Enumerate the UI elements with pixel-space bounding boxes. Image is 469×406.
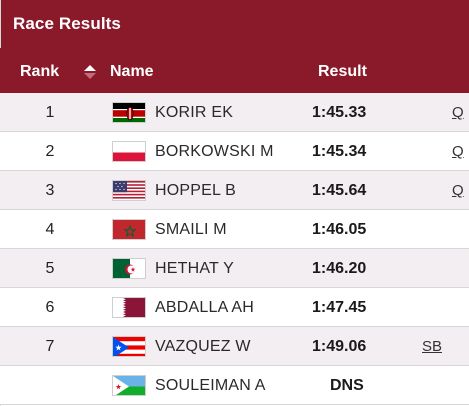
column-header-rank[interactable]: Rank (20, 63, 60, 80)
title-bar: Race Results (0, 0, 469, 48)
results-table-body: 1 KORIR EK 1:45.33 Q 2 (0, 93, 469, 405)
flag-kenya-icon (112, 102, 146, 123)
result-status: DNS (330, 377, 364, 394)
table-row[interactable]: 5 HETHAT Y 1:46.20 (0, 249, 469, 288)
rank-cell: 3 (45, 182, 55, 199)
rank-cell: 7 (45, 338, 55, 355)
flag-puerto-rico-icon (112, 336, 146, 357)
result-time: 1:45.64 (312, 182, 367, 199)
athlete-name: BORKOWSKI M (155, 143, 274, 160)
flag-usa-icon (112, 180, 146, 201)
qualification-link[interactable]: Q (452, 182, 464, 199)
result-time: 1:46.20 (312, 260, 367, 277)
rank-cell: 6 (45, 299, 55, 316)
table-row[interactable]: 2 BORKOWSKI M 1:45.34 Q (0, 132, 469, 171)
athlete-name: SOULEIMAN A (155, 377, 266, 394)
athlete-name: HETHAT Y (155, 260, 234, 277)
flag-poland-icon (112, 141, 146, 162)
flag-morocco-icon (112, 219, 146, 240)
table-row[interactable]: SOULEIMAN A DNS (0, 366, 469, 405)
table-row[interactable]: 6 ABDALLA AH 1:47.45 (0, 288, 469, 327)
result-time: 1:45.34 (312, 143, 367, 160)
table-row[interactable]: 4 SMAILI M 1:46.05 (0, 210, 469, 249)
flag-djibouti-icon (112, 375, 146, 396)
flag-qatar-icon (112, 297, 146, 318)
result-time: 1:45.33 (312, 104, 367, 121)
table-row[interactable]: 7 VAZQUEZ W 1:49.06 SB (0, 327, 469, 366)
season-best-link[interactable]: SB (422, 338, 443, 355)
table-header: Rank Name Result (0, 48, 469, 93)
rank-cell: 5 (45, 260, 55, 277)
athlete-name: KORIR EK (155, 104, 234, 121)
sort-ascending-icon[interactable] (84, 65, 96, 79)
flag-algeria-icon (112, 258, 146, 279)
athlete-name: ABDALLA AH (155, 299, 254, 316)
result-time: 1:46.05 (312, 221, 367, 238)
rank-cell: 2 (45, 143, 55, 160)
rank-cell: 1 (45, 104, 55, 121)
athlete-name: SMAILI M (155, 221, 227, 238)
qualification-link[interactable]: Q (452, 143, 464, 160)
athlete-name: HOPPEL B (155, 182, 237, 199)
qualification-link[interactable]: Q (452, 104, 464, 121)
rank-cell: 4 (45, 221, 55, 238)
table-row[interactable]: 3 HOPPEL B 1:45.64 (0, 171, 469, 210)
column-header-result[interactable]: Result (318, 63, 367, 80)
result-time: 1:47.45 (312, 299, 367, 316)
panel-title: Race Results (13, 14, 121, 33)
result-time: 1:49.06 (312, 338, 367, 355)
athlete-name: VAZQUEZ W (155, 338, 251, 355)
table-row[interactable]: 1 KORIR EK 1:45.33 Q (0, 93, 469, 132)
column-header-name[interactable]: Name (110, 63, 154, 80)
